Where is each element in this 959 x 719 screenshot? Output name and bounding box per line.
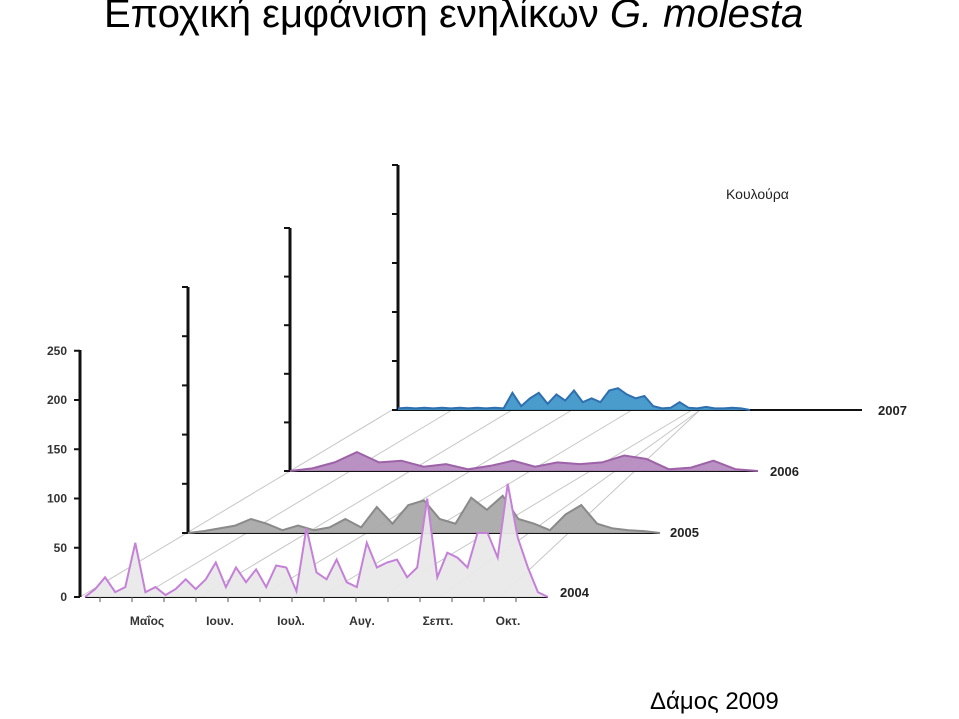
x-tick-label: Μαΐος (130, 614, 164, 628)
x-tick-label: Ιουλ. (277, 614, 305, 628)
floor-grid-line (499, 409, 701, 598)
x-tick-label: Οκτ. (496, 614, 521, 628)
y-tick-label: 200 (47, 393, 67, 407)
credit-text: Δάμος 2009 (650, 688, 779, 715)
y-tick-label: 250 (47, 344, 67, 358)
series-line-2005 (187, 494, 661, 534)
x-tick-label: Αυγ. (349, 614, 375, 628)
series-line-2006 (289, 450, 759, 472)
series-label-2006: 2006 (770, 464, 799, 479)
series-area-2004 (85, 483, 548, 597)
slide-title: Εποχική εμφάνιση ενηλίκων G. molesta (104, 0, 803, 38)
floor-grid-line (199, 409, 513, 598)
y-tick-label: 0 (60, 590, 67, 604)
series-label-2005: 2005 (670, 525, 699, 540)
y-tick-label: 100 (47, 492, 67, 506)
floor-grid-line (139, 409, 453, 598)
series-label-2007: 2007 (878, 403, 907, 418)
slide-title-species: G. molesta (609, 0, 804, 36)
series-label-2004: 2004 (560, 585, 590, 600)
series-area-2007 (398, 388, 750, 410)
series-line-2004 (84, 483, 549, 598)
x-tick-label: Ιουν. (206, 614, 234, 628)
y-tick-label: 150 (47, 442, 67, 456)
series-area-2006 (290, 452, 758, 471)
y-tick-label: 50 (54, 541, 68, 555)
series-line-2007 (397, 387, 751, 411)
slide-title-main: Εποχική εμφάνιση ενηλίκων (104, 0, 599, 36)
x-tick-label: Σεπτ. (423, 614, 454, 628)
chart-site-label: Κουλούρα (726, 186, 789, 202)
